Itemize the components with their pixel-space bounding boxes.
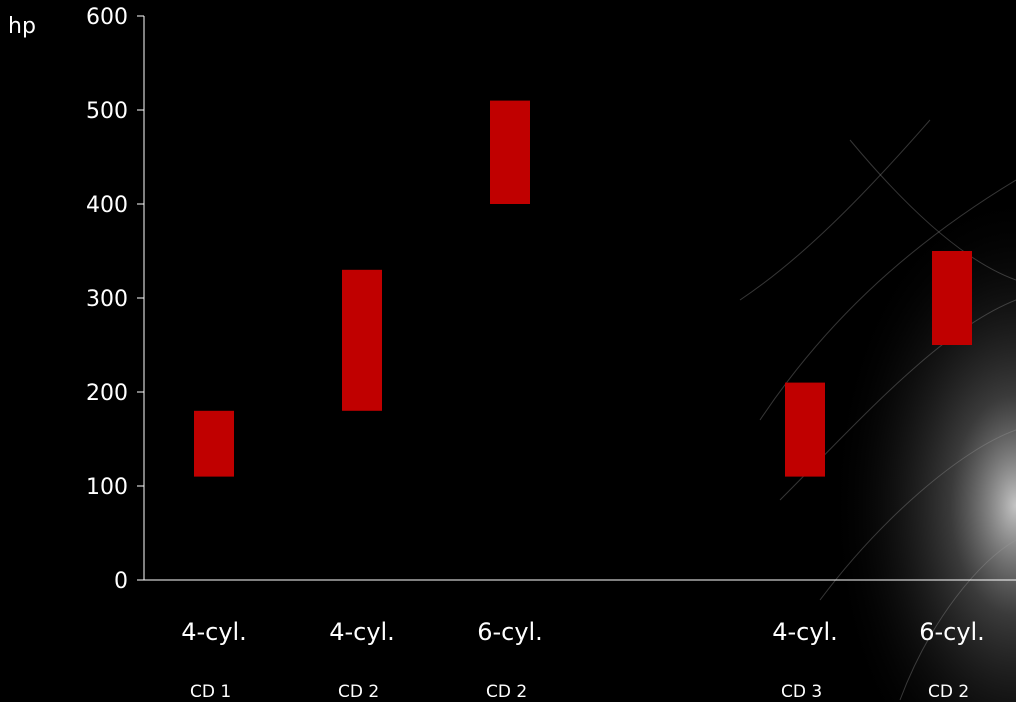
- category-sublabel: CD 2: [486, 682, 527, 702]
- y-tick-label: 100: [86, 475, 128, 500]
- category-label: 4-cyl.: [181, 618, 247, 646]
- y-tick-label: 500: [86, 99, 128, 124]
- labels-layer: 0 100 200 300 400 500 600 hp 4-cyl. CD 1 4-cyl. CD …: [8, 5, 985, 702]
- y-tick-label: 600: [86, 5, 128, 30]
- y-tick-label: 200: [86, 381, 128, 406]
- category-label: 4-cyl.: [329, 618, 395, 646]
- background-glow: [600, 0, 1016, 702]
- category-label: 6-cyl.: [919, 618, 985, 646]
- y-axis-label: hp: [8, 14, 36, 39]
- grid-layer: [137, 15, 1016, 581]
- category-sublabel: CD 2: [338, 682, 379, 702]
- y-tick-label: 400: [86, 193, 128, 218]
- range-bar: [342, 269, 382, 411]
- range-bar: [194, 410, 234, 477]
- category-label: 6-cyl.: [477, 618, 543, 646]
- range-bar: [785, 382, 825, 477]
- range-bar: [490, 100, 530, 204]
- y-tick-label: 300: [86, 287, 128, 312]
- category-sublabel: CD 3: [781, 682, 822, 702]
- category-label: 4-cyl.: [772, 618, 838, 646]
- category-sublabel: CD 2: [928, 682, 969, 702]
- bars-layer: [194, 100, 972, 477]
- category-sublabel: CD 1: [190, 682, 231, 702]
- range-bar: [932, 251, 972, 345]
- y-tick-label: 0: [114, 569, 128, 594]
